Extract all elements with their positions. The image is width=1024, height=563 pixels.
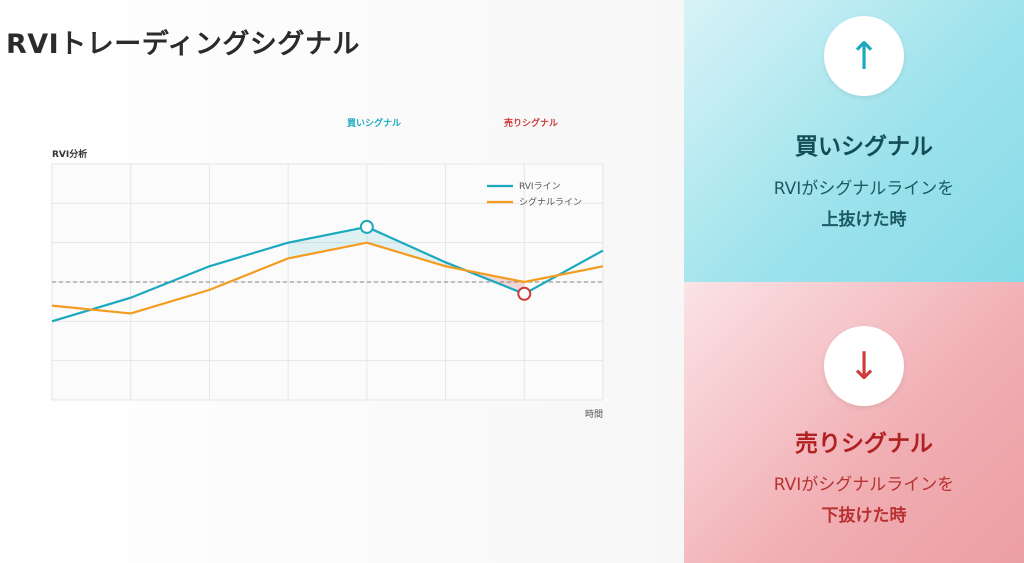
buy-signal-label: 買いシグナル [347,119,402,129]
up-arrow-icon: ↑ [824,16,904,96]
chart-title: RVI分析 [52,150,88,160]
down-arrow-icon: ↓ [824,326,904,406]
buy-panel-description: RVIがシグナルラインを 上抜けた時 [684,174,1024,236]
buy-desc-line1: RVIがシグナルラインを [773,179,955,199]
buy-panel-title: 買いシグナル [795,134,933,160]
sell-desc-line1: RVIがシグナルラインを [773,475,955,495]
rvi-line [51,225,604,323]
page-title: RVIトレーディングシグナル [6,29,360,60]
sell-signal-point [517,286,532,301]
sell-signal-panel: ↓ 売りシグナル RVIがシグナルラインを 下抜けた時 [684,282,1024,563]
sell-signal-label: 売りシグナル [504,119,559,129]
chart-area: RVIトレーディングシグナル 買いシグナル 売りシグナル RVI分析 RVIライ… [0,0,684,563]
buy-signal-panel: ↑ 買いシグナル RVIがシグナルラインを 上抜けた時 [684,0,1024,282]
legend-label-rvi-line: RVIライン [519,181,561,192]
x-axis-label: 時間 [585,410,604,420]
sell-panel-title: 売りシグナル [795,431,933,457]
sell-panel-description: RVIがシグナルラインを 下抜けた時 [684,470,1024,532]
buy-signal-point [359,219,374,234]
sell-desc-line2: 下抜けた時 [821,506,907,526]
buy-desc-line2: 上抜けた時 [821,210,907,230]
legend-label-signal-line: シグナルライン [519,196,582,208]
signal-line [51,241,604,315]
buy-zone-shading [288,226,446,267]
